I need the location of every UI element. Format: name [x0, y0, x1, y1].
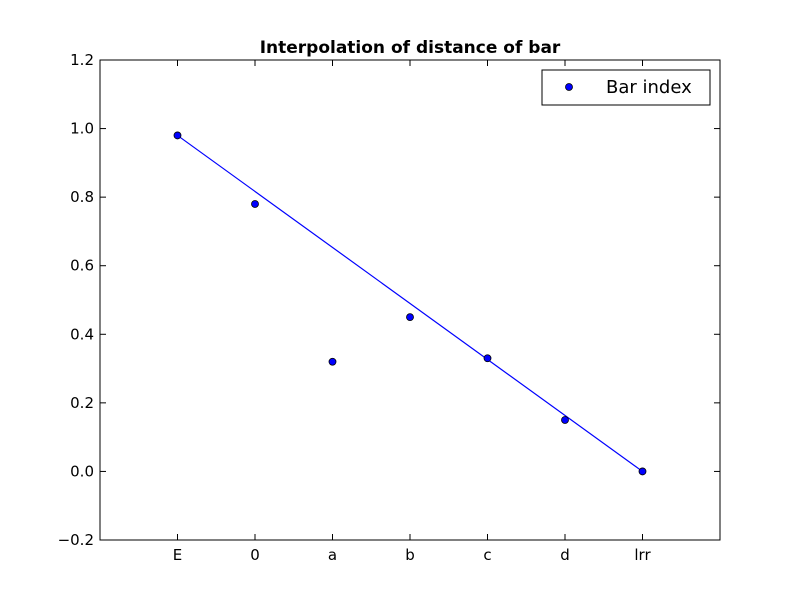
- legend-marker: [565, 83, 573, 91]
- scatter-point: [561, 416, 569, 424]
- y-tick-label: 0.6: [70, 257, 94, 275]
- x-tick-label: 0: [250, 546, 260, 564]
- interpolation-line: [177, 134, 643, 472]
- y-tick-label: 1.2: [70, 51, 94, 69]
- y-tick-label: 0.0: [70, 462, 94, 480]
- x-tick-label: d: [560, 546, 570, 564]
- x-tick-label: a: [328, 546, 337, 564]
- axes-frame: [99, 59, 721, 541]
- scatter-point: [251, 200, 259, 208]
- x-tick-label: c: [483, 546, 491, 564]
- y-tick-label: 0.4: [70, 325, 94, 343]
- x-tick-label: lrr: [634, 546, 651, 564]
- y-tick-label: −0.2: [58, 531, 94, 549]
- scatter-point: [328, 357, 337, 366]
- y-tick-label: 1.0: [70, 120, 94, 138]
- chart-title: Interpolation of distance of bar: [260, 38, 561, 58]
- scatter-point: [173, 131, 182, 140]
- x-tick-label: b: [405, 546, 415, 564]
- x-tick-label: E: [173, 546, 182, 564]
- y-tick-label: 0.2: [70, 394, 94, 412]
- y-tick-label: 0.8: [70, 188, 94, 206]
- scatter-point: [406, 313, 414, 322]
- scatter-point: [483, 354, 492, 363]
- plot-area: −0.2 0.0 0.2 0.4 0.6 0.8 1.0 1.2 E 0 a b c d lrr: [58, 51, 720, 564]
- scatter-point: [638, 467, 647, 476]
- legend: Bar index: [541, 69, 711, 106]
- legend-label: Bar index: [606, 77, 692, 98]
